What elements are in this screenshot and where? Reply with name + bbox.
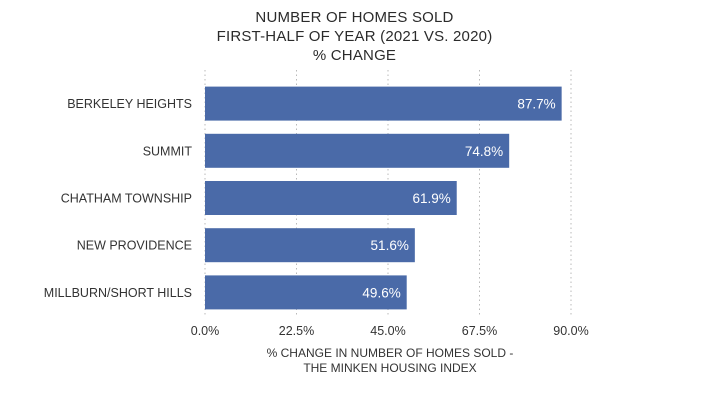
x-tick-label: 67.5% xyxy=(462,324,497,338)
data-label: 87.7% xyxy=(517,97,555,112)
bar xyxy=(205,228,415,263)
data-label: 51.6% xyxy=(371,238,409,253)
data-label: 74.8% xyxy=(465,144,503,159)
bar xyxy=(205,181,457,215)
x-tick-label: 90.0% xyxy=(553,324,588,338)
x-axis-label-line-1: % CHANGE IN NUMBER OF HOMES SOLD - xyxy=(266,346,514,360)
category-label: BERKELEY HEIGHTS xyxy=(67,97,192,111)
x-tick-label: 22.5% xyxy=(279,324,314,338)
x-tick-label: 0.0% xyxy=(191,324,220,338)
bar xyxy=(205,133,510,168)
chart-title-line-1: NUMBER OF HOMES SOLD xyxy=(255,9,454,26)
bar xyxy=(205,275,407,310)
data-label: 49.6% xyxy=(362,285,400,300)
x-tick-label: 45.0% xyxy=(370,324,405,338)
chart-title-line-2: FIRST-HALF OF YEAR (2021 VS. 2020) xyxy=(216,28,493,45)
chart-title-line-3: % CHANGE xyxy=(312,47,397,64)
category-label: SUMMIT xyxy=(143,144,193,158)
bar xyxy=(205,86,562,121)
category-label: NEW PROVIDENCE xyxy=(77,239,192,253)
category-label: CHATHAM TOWNSHIP xyxy=(61,192,192,206)
x-axis-label-line-2: THE MINKEN HOUSING INDEX xyxy=(303,361,477,375)
data-label: 61.9% xyxy=(412,191,450,206)
category-label: MILLBURN/SHORT HILLS xyxy=(44,286,192,300)
